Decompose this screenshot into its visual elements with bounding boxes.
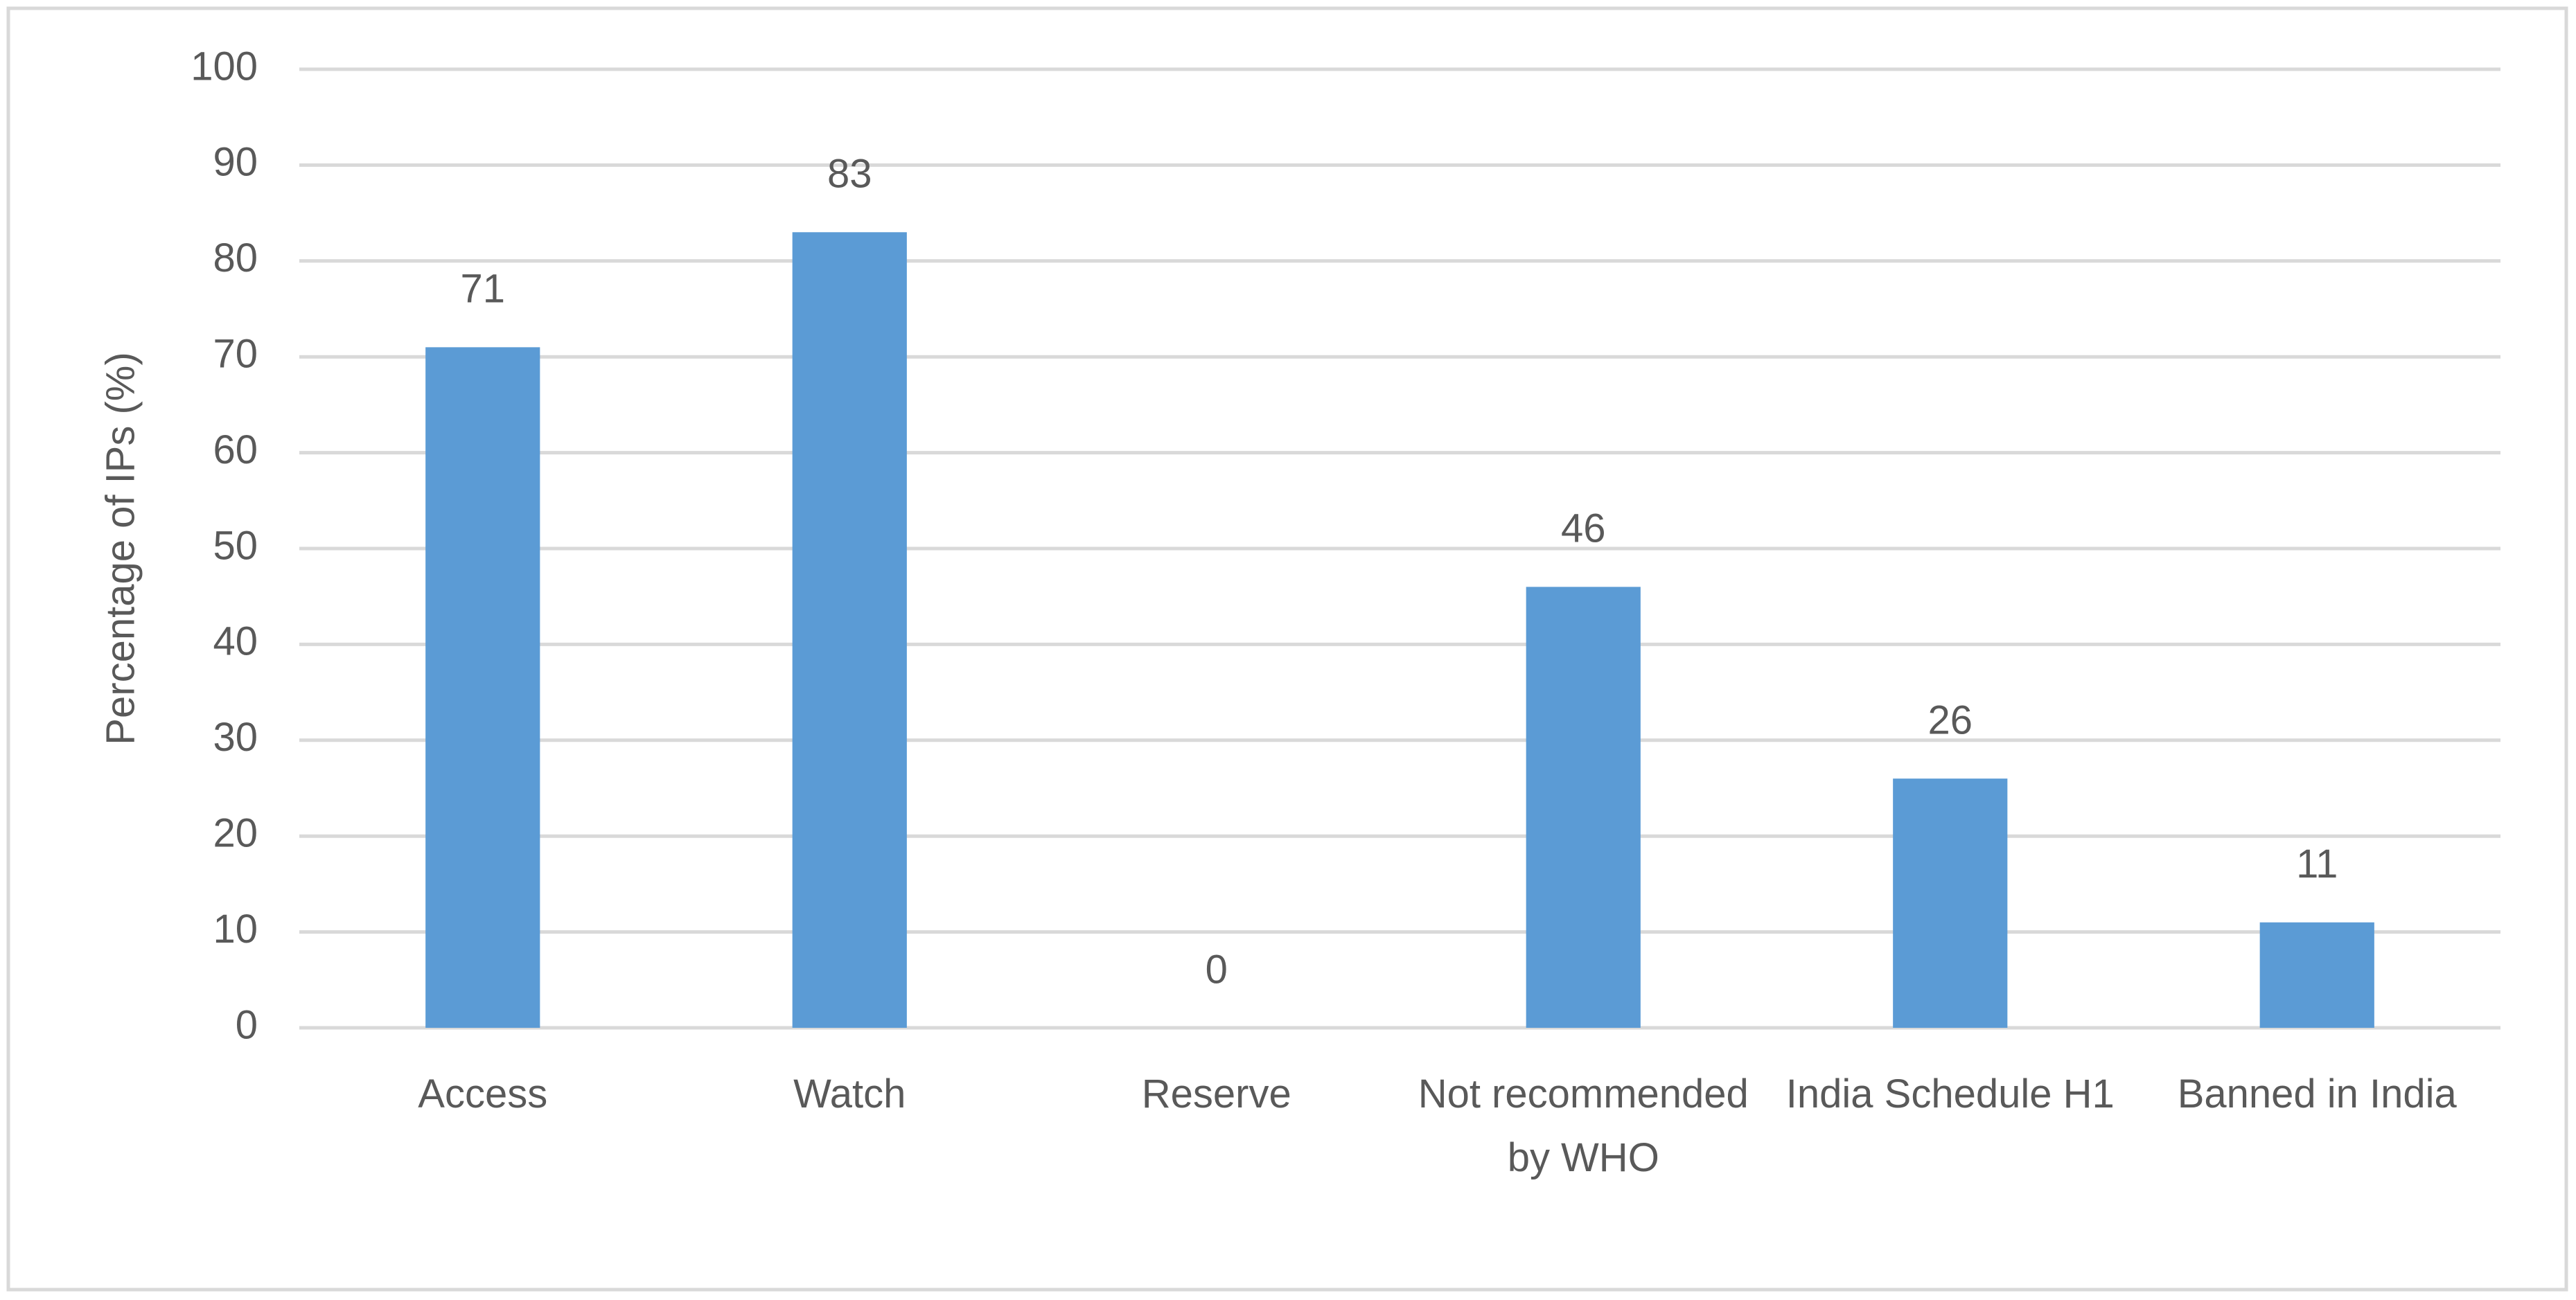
y-tick-label: 30 [213,715,258,760]
data-label: 83 [827,152,872,197]
y-tick-label: 50 [213,523,258,568]
x-tick-label: India Schedule H1 [1785,1071,2115,1116]
y-tick-label: 70 [213,332,258,377]
x-tick-label: Reserve [1141,1071,1291,1116]
x-tick-label: Watch [793,1071,906,1116]
bar [792,232,907,1028]
data-label: 26 [1927,697,1973,742]
x-tick-label: Access [418,1071,548,1116]
data-label: 46 [1561,506,1606,551]
y-tick-label: 90 [213,140,258,185]
data-label: 71 [460,267,505,312]
y-tick-label: 0 [236,1002,258,1047]
x-tick-label: Not recommended by WHO [1418,1071,1749,1180]
y-tick-label: 60 [213,427,258,472]
y-tick-label: 100 [191,44,258,89]
y-axis-title: Percentage of IPs (%) [98,352,143,745]
y-tick-label: 20 [213,811,258,856]
y-tick-label: 80 [213,235,258,281]
data-label: 11 [2296,842,2338,887]
x-tick-label: Banned in India [2177,1071,2457,1116]
bar [1893,778,2008,1028]
data-label: 0 [1206,947,1228,992]
y-tick-label: 10 [213,907,258,952]
bar [2259,922,2374,1028]
y-tick-label: 40 [213,619,258,664]
bar [425,347,540,1028]
bar [1526,587,1641,1028]
